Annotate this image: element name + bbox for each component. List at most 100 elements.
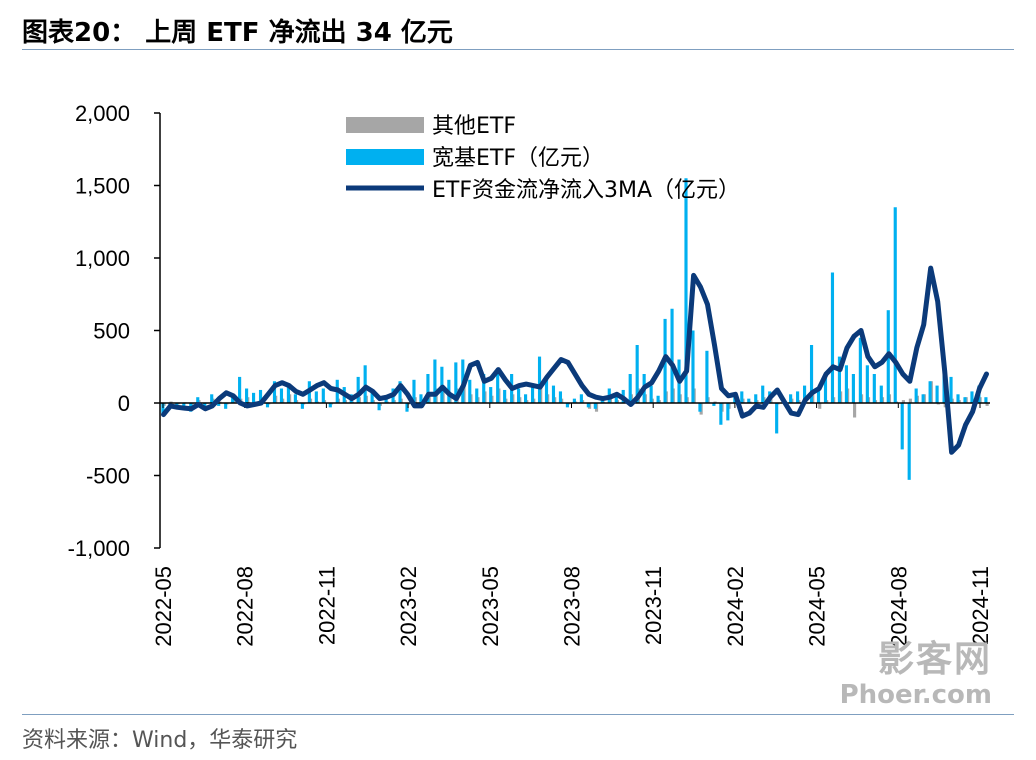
bar-broad: [614, 394, 618, 403]
bar-broad: [796, 391, 800, 403]
bar-broad: [984, 397, 988, 403]
bar-broad: [879, 385, 883, 403]
bar-broad: [921, 394, 925, 403]
bar-broad: [823, 374, 828, 403]
y-tick-label: 1,500: [75, 174, 130, 199]
bar-broad: [454, 362, 458, 403]
x-tick-label: 2024-11: [968, 566, 993, 645]
bar-broad: [426, 374, 430, 403]
bar-broad: [851, 374, 855, 403]
bar-broad: [210, 394, 214, 403]
bar-broad: [844, 365, 848, 403]
bar-broad: [691, 330, 695, 403]
y-tick-label: -500: [86, 464, 130, 489]
bar-broad: [356, 376, 360, 403]
legend-label-broad: 宽基ETF（亿元）: [432, 146, 604, 171]
bar-layer: [161, 178, 989, 480]
bar-other: [985, 403, 989, 406]
bar-broad: [405, 403, 409, 412]
bar-broad: [649, 385, 653, 403]
bar-broad: [565, 403, 569, 408]
bar-broad: [258, 389, 263, 403]
bar-broad: [907, 403, 911, 480]
bar-broad: [489, 387, 493, 403]
bar-broad: [377, 403, 381, 411]
x-tick-label: 2024-02: [723, 566, 748, 647]
bar-broad: [203, 403, 207, 408]
legend: 其他ETF 宽基ETF（亿元） ETF资金流净流入3MA（亿元）: [346, 114, 740, 203]
bar-broad: [475, 388, 479, 403]
bar-broad: [579, 394, 583, 403]
title-rule: [22, 49, 1014, 50]
y-tick-label: 2,000: [75, 101, 130, 126]
bar-broad: [893, 207, 897, 403]
bar-broad: [161, 403, 165, 415]
watermark-en: Phoer.com: [839, 680, 992, 710]
bar-broad: [321, 388, 325, 403]
bar-broad: [830, 272, 835, 403]
bar-broad: [726, 403, 730, 421]
bar-broad: [705, 350, 709, 403]
bar-broad: [816, 388, 821, 403]
bar-broad: [809, 345, 814, 403]
source-note: 资料来源：Wind，华泰研究: [22, 728, 298, 753]
bar-broad: [182, 403, 186, 408]
watermark-cn: 影客网: [877, 639, 992, 680]
bar-broad: [517, 388, 521, 403]
y-tick-label: 500: [93, 319, 130, 344]
bar-broad: [530, 385, 535, 403]
bar-broad: [865, 365, 869, 403]
bar-broad: [761, 385, 765, 403]
bar-broad: [293, 394, 297, 403]
ma-line: [161, 265, 989, 455]
bar-broad: [858, 337, 862, 403]
y-tick-label: 1,000: [75, 246, 130, 271]
legend-swatch-broad: [346, 149, 424, 165]
bar-broad: [265, 403, 270, 408]
x-tick-label: 2024-05: [805, 566, 830, 647]
bar-broad: [872, 374, 876, 403]
line-layer: [161, 265, 989, 455]
x-tick-label: 2022-11: [314, 566, 339, 645]
bar-broad: [628, 374, 632, 403]
bar-broad: [928, 381, 932, 403]
bar-broad: [363, 365, 367, 403]
bar-broad: [935, 385, 939, 403]
bar-broad: [775, 403, 779, 434]
bar-broad: [370, 392, 374, 403]
bar-other: [853, 403, 857, 418]
bar-broad: [286, 384, 291, 403]
bar-broad: [196, 397, 200, 403]
bar-broad: [789, 394, 793, 403]
bar-broad: [698, 403, 702, 412]
bar-broad: [398, 381, 402, 403]
bar-broad: [837, 356, 842, 403]
bar-broad: [586, 403, 590, 408]
bar-broad: [245, 388, 249, 403]
bar-broad: [956, 394, 960, 403]
footer-rule: [22, 714, 1014, 715]
x-tick-label: 2022-05: [151, 566, 176, 647]
bar-broad: [900, 403, 904, 450]
bar-broad: [963, 397, 967, 403]
x-tick-label: 2023-05: [478, 566, 503, 647]
legend-label-ma: ETF资金流净流入3MA（亿元）: [432, 178, 740, 203]
bar-broad: [238, 376, 242, 403]
bar-broad: [572, 398, 576, 403]
bar-other: [901, 400, 905, 403]
x-tick-label: 2023-11: [641, 566, 666, 645]
bar-broad: [300, 403, 304, 409]
watermark: 影客网 Phoer.com: [839, 639, 992, 711]
bar-broad: [914, 388, 918, 403]
bar-broad: [503, 389, 507, 403]
x-tick-label: 2022-08: [233, 566, 258, 647]
bar-broad: [656, 395, 660, 403]
bar-broad: [719, 403, 723, 425]
bar-broad: [279, 388, 284, 403]
bar-broad: [558, 391, 563, 403]
bar-broad: [482, 374, 486, 403]
bar-broad: [468, 379, 472, 403]
bar-broad: [740, 391, 744, 403]
bar-broad: [224, 403, 228, 409]
